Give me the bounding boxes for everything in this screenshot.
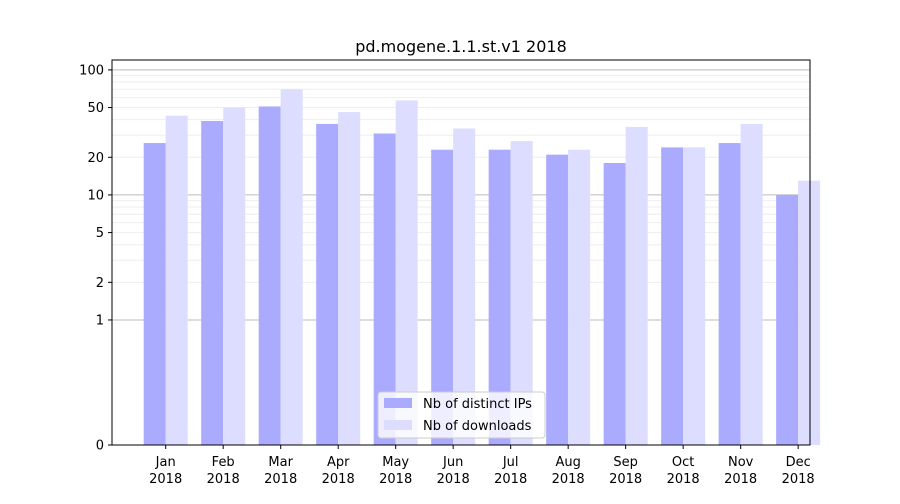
legend-frame [377,391,546,439]
y-tick-label: 0 [96,439,104,454]
bar-distinct-ips-9 [661,147,684,446]
bar-distinct-ips-5 [431,149,454,446]
x-tick-label: Oct 2018 [667,455,700,487]
bar-downloads-3 [338,112,361,445]
y-tick-label: 1 [96,313,104,328]
legend: Nb of distinct IPs Nb of downloads [377,391,546,439]
bar-downloads-2 [280,89,303,445]
bar-downloads-4 [395,100,418,445]
bar-downloads-1 [223,107,246,446]
bar-distinct-ips-0 [143,143,166,445]
axes-frame [111,59,811,446]
bar-downloads-9 [683,147,706,446]
bar-distinct-ips-4 [373,133,396,445]
y-tick-label: 2 [96,276,104,291]
y-tick-label: 20 [87,151,104,166]
x-tick-label: Jun 2018 [437,455,470,487]
bar-downloads-5 [453,128,476,445]
bar-downloads-10 [740,123,763,445]
bar-distinct-ips-6 [488,149,511,446]
x-tick-label: Nov 2018 [724,455,757,487]
legend-swatch-downloads [384,420,412,430]
x-tick-label: Dec 2018 [782,455,815,487]
x-tick-label: Jul 2018 [494,455,527,487]
x-tick-label: May 2018 [379,455,412,487]
bar-distinct-ips-8 [603,163,626,445]
bar-distinct-ips-2 [258,106,281,445]
legend-swatch-distinct-ips [384,398,412,408]
bar-downloads-0 [165,115,188,445]
bar-downloads-6 [510,140,533,445]
x-tick-label: Feb 2018 [207,455,240,487]
bar-distinct-ips-3 [316,123,339,445]
bar-distinct-ips-10 [718,143,741,445]
bar-downloads-8 [625,126,648,446]
bar-distinct-ips-11 [776,194,799,445]
y-tick-label: 5 [96,226,104,241]
x-tick-label: Sep 2018 [609,455,642,487]
x-tick-label: Apr 2018 [322,455,355,487]
bar-distinct-ips-1 [201,121,224,446]
y-tick-label: 10 [87,188,104,203]
bar-downloads-7 [568,149,591,446]
x-tick-label: Mar 2018 [264,455,297,487]
bar-downloads-11 [798,180,821,445]
y-tick-label: 50 [87,101,104,116]
legend-label-downloads: Nb of downloads [423,419,532,434]
chart-title: pd.mogene.1.1.st.v1 2018 [355,37,567,56]
legend-label-distinct-ips: Nb of distinct IPs [423,397,532,412]
bar-distinct-ips-7 [546,154,569,446]
x-tick-label: Jan 2018 [149,455,182,487]
bars-layer [143,89,821,446]
y-tick-label: 100 [79,63,104,78]
x-tick-label: Aug 2018 [552,455,585,487]
axes-layer: 0 1 2 5 10 20 50 100 Jan 2018 Feb 2018 Mar 2018 Apr 201… [79,59,815,487]
